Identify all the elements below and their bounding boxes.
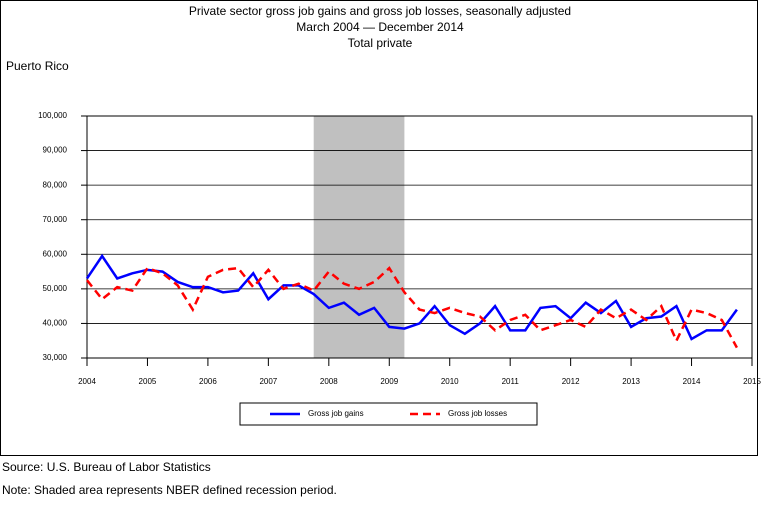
y-tick-label: 50,000: [43, 284, 68, 293]
x-tick-label: 2015: [743, 377, 761, 386]
x-tick-label: 2011: [502, 377, 520, 386]
y-tick-label: 30,000: [43, 353, 68, 362]
y-tick-label: 40,000: [43, 319, 68, 328]
frame: [0, 0, 758, 456]
series-line: [86, 266, 738, 349]
y-tick-label: 70,000: [43, 215, 68, 224]
legend-label: Gross job losses: [448, 409, 507, 418]
series-line: [85, 253, 738, 341]
x-tick-label: 2013: [622, 377, 640, 386]
x-tick-label: 2006: [199, 377, 217, 386]
recession-band: [313, 116, 405, 358]
legend: [239, 402, 538, 426]
y-tick-label: 100,000: [38, 111, 67, 120]
source: Source: U.S. Bureau of Labor Statistics: [2, 460, 211, 474]
y-tick-label: 90,000: [43, 146, 68, 155]
x-tick-label: 2010: [441, 377, 459, 386]
y-tick-label: 60,000: [43, 249, 68, 258]
plot-border: [86, 115, 753, 359]
chart-title: Private sector gross job gains and gross…: [189, 4, 571, 18]
legend-label: Gross job gains: [308, 409, 364, 418]
region-label: Puerto Rico: [6, 59, 69, 73]
x-tick-label: 2009: [380, 377, 398, 386]
x-tick-label: 2007: [259, 377, 277, 386]
x-tick-label: 2005: [139, 377, 157, 386]
x-tick-label: 2004: [78, 377, 96, 386]
y-tick-label: 80,000: [43, 180, 68, 189]
x-tick-label: 2014: [683, 377, 701, 386]
chart-subtitle: Total private: [348, 36, 413, 50]
x-tick-label: 2012: [562, 377, 580, 386]
chart-subtitle: March 2004 — December 2014: [296, 20, 464, 34]
note: Note: Shaded area represents NBER define…: [2, 483, 337, 497]
x-tick-label: 2008: [320, 377, 338, 386]
